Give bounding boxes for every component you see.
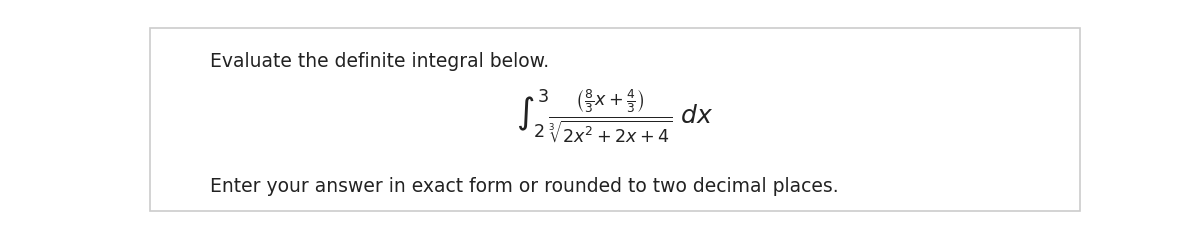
Text: Enter your answer in exact form or rounded to two decimal places.: Enter your answer in exact form or round… [210,177,839,196]
Text: $\int_{2}^{3} \frac{\left(\frac{8}{3}x + \frac{4}{3}\right)}{\sqrt[3]{2x^2 + 2x : $\int_{2}^{3} \frac{\left(\frac{8}{3}x +… [516,87,714,145]
FancyBboxPatch shape [150,28,1080,211]
Text: Evaluate the definite integral below.: Evaluate the definite integral below. [210,52,550,71]
